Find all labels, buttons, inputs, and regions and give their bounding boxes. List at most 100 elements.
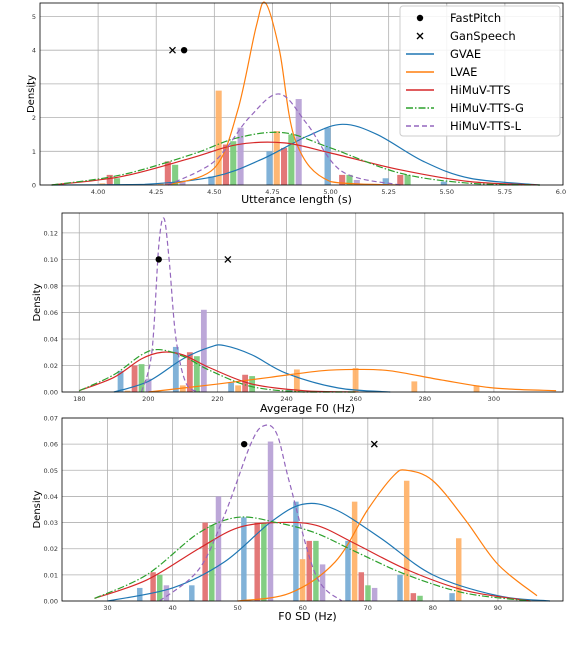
x-tick-label: 30 xyxy=(103,604,111,612)
y-tick-label: 0.04 xyxy=(44,335,58,343)
legend-entry-gvae: GVAE xyxy=(406,47,481,61)
bar-himuv-tts-g xyxy=(346,174,353,185)
x-tick-label: 4.25 xyxy=(149,188,163,196)
y-axis-label: Density xyxy=(32,490,43,528)
y-axis-label: Density xyxy=(32,283,43,321)
x-tick-label: 280 xyxy=(419,395,431,403)
y-tick-label: 3 xyxy=(32,80,36,88)
bar-lvae xyxy=(179,385,186,392)
plot-area xyxy=(62,418,563,601)
kde-curve-himuv-tts-g xyxy=(94,516,531,602)
x-tick-label: 5.75 xyxy=(498,188,512,196)
legend: FastPitch GanSpeech GVAE LVAE HiMuV-TTS HiMuV… xyxy=(399,5,561,137)
plot-area xyxy=(62,213,563,392)
legend-label: GVAE xyxy=(450,47,481,61)
histogram-bars xyxy=(137,441,462,601)
y-tick-label: 5 xyxy=(32,13,36,21)
legend-label: GanSpeech xyxy=(450,29,516,43)
y-tick-label: 0.08 xyxy=(44,282,58,290)
legend-box xyxy=(399,5,561,137)
bar-himuv-tts-l xyxy=(145,378,152,392)
kde-curve-himuv-tts-l xyxy=(140,217,201,393)
bar-lvae xyxy=(273,131,280,185)
bar-himuv-tts-l xyxy=(371,587,378,601)
x-tick-label: 5.00 xyxy=(323,188,337,196)
bar-himuv-tts-l xyxy=(267,441,274,601)
y-tick-label: 4 xyxy=(32,47,36,55)
x-tick-label: 4.50 xyxy=(207,188,221,196)
x-axis-label: Utterance length (s) xyxy=(241,193,352,206)
marker-fastpitch xyxy=(240,440,248,448)
x-tick-label: 4.00 xyxy=(91,188,105,196)
bar-gvae xyxy=(137,587,143,601)
legend-marker-x xyxy=(416,32,424,40)
bar-gvae xyxy=(397,574,403,601)
bar-gvae xyxy=(449,593,455,601)
bar-lvae xyxy=(299,559,306,601)
kde-curve-himuv-tts xyxy=(51,141,540,186)
bar-gvae xyxy=(266,151,273,185)
y-tick-label: 0.05 xyxy=(44,467,58,475)
bar-gvae xyxy=(345,540,351,601)
bar-himuv-tts xyxy=(339,174,346,185)
x-axis-label: Avgerage F0 (Hz) xyxy=(260,402,355,415)
bar-lvae xyxy=(99,183,106,185)
legend-label: FastPitch xyxy=(450,11,501,25)
kde-curve-gvae xyxy=(107,502,551,602)
kde-curve-gvae xyxy=(51,123,540,186)
bar-lvae xyxy=(456,538,462,601)
bar-gvae xyxy=(241,517,247,601)
x-tick-label: 4.75 xyxy=(265,188,279,196)
bar-himuv-tts-g xyxy=(313,540,319,601)
legend-entry-fastpitch: FastPitch xyxy=(416,11,501,25)
bar-gvae xyxy=(382,178,389,185)
legend-label: HiMuV-TTS-L xyxy=(450,119,522,133)
bar-himuv-tts-g xyxy=(288,134,295,185)
x-tick-label: 5.25 xyxy=(381,188,395,196)
bar-lvae xyxy=(352,368,359,392)
chart-panel-2: 180 200 220 240 260 280 300 0.00 0.02 0.04 0.06 0.0… xyxy=(32,212,564,415)
axes-frame xyxy=(39,2,564,186)
bar-himuv-tts-g xyxy=(209,525,215,601)
kde-curve-himuv-tts-l xyxy=(167,93,401,186)
bar-lvae xyxy=(215,90,222,185)
y-tick-label: 1 xyxy=(32,148,36,156)
bar-himuv-tts-g xyxy=(113,178,121,185)
kde-curve-himuv-tts-l xyxy=(159,424,343,602)
kde-curve-himuv-tts-g xyxy=(51,131,540,186)
x-tick-label: 5.50 xyxy=(440,188,454,196)
kde-curve-himuv-tts xyxy=(79,351,356,393)
kde-curves xyxy=(94,424,551,602)
x-tick-label: 260 xyxy=(349,395,361,403)
bar-himuv-tts-l xyxy=(215,496,222,601)
bar-himuv-tts-g xyxy=(157,574,163,601)
legend-label: LVAE xyxy=(450,65,477,79)
bar-gvae xyxy=(208,176,215,185)
y-tick-label: 0.06 xyxy=(44,441,58,449)
bar-gvae xyxy=(228,382,235,392)
bar-himuv-tts-l xyxy=(237,127,244,185)
bar-himuv-tts-l xyxy=(353,179,360,185)
bar-himuv-tts-g xyxy=(230,141,237,185)
x-tick-label: 90 xyxy=(494,604,502,612)
bar-himuv-tts xyxy=(150,572,156,601)
bar-gvae xyxy=(117,370,124,392)
bar-gvae xyxy=(440,181,447,185)
legend-label: HiMuV-TTS-G xyxy=(450,101,524,115)
bar-himuv-tts-g xyxy=(172,164,179,185)
legend-entry-lvae: LVAE xyxy=(406,65,477,79)
y-tick-label: 0.00 xyxy=(44,598,58,606)
kde-curves xyxy=(79,217,557,393)
kde-curve-lvae xyxy=(237,469,538,602)
bar-himuv-tts-l xyxy=(295,99,302,185)
bar-lvae xyxy=(293,369,300,392)
bar-himuv-tts xyxy=(131,365,138,392)
bar-himuv-tts xyxy=(306,540,312,601)
y-tick-label: 0.06 xyxy=(44,309,58,317)
kde-curve-himuv-tts xyxy=(94,521,531,602)
bar-lvae xyxy=(124,390,131,392)
y-tick-label: 2 xyxy=(32,114,36,122)
bar-himuv-tts xyxy=(164,161,171,185)
legend-entry-himuv-tts-g: HiMuV-TTS-G xyxy=(406,101,524,115)
